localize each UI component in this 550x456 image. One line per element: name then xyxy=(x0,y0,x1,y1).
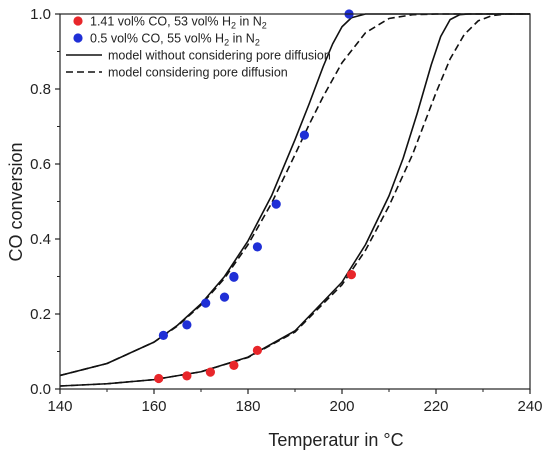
legend-entry-4: model considering pore diffusion xyxy=(66,66,288,80)
x-tick-label: 160 xyxy=(141,398,166,415)
data-point-series1-1 xyxy=(154,373,164,384)
legend: 1.41 vol% CO, 53 vol% H2 in N20.5 vol% C… xyxy=(66,15,331,80)
data-point-series2-1 xyxy=(158,330,168,340)
data-point-series2-7 xyxy=(252,242,262,252)
legend-label: 1.41 vol% CO, 53 vol% H2 in N2 xyxy=(90,15,267,31)
legend-label: model without considering pore diffusion xyxy=(108,49,331,63)
x-tick-label: 180 xyxy=(235,398,260,415)
model-curve-1-solid xyxy=(60,13,530,377)
x-tick-label: 240 xyxy=(517,398,542,415)
data-point-series1-2 xyxy=(182,371,192,381)
legend-marker xyxy=(73,33,83,43)
y-tick-label: 1.0 xyxy=(30,6,51,23)
data-point-series2-4 xyxy=(219,292,230,302)
legend-label: 0.5 vol% CO, 55 vol% H2 in N2 xyxy=(90,32,260,48)
data-point-series2-8 xyxy=(271,199,281,209)
x-axis-title: Temperatur in °C xyxy=(268,430,403,450)
x-tick-label: 200 xyxy=(329,398,354,415)
x-tick-label: 220 xyxy=(423,398,448,415)
legend-entry-3: model without considering pore diffusion xyxy=(66,49,331,63)
y-tick-label: 0.0 xyxy=(30,381,51,398)
measured-points xyxy=(154,9,356,384)
data-point-series1-5 xyxy=(252,345,262,355)
data-point-series2-6 xyxy=(229,271,239,282)
data-point-series2-9 xyxy=(299,130,309,140)
y-tick-label: 0.8 xyxy=(30,81,51,98)
data-point-series1-4 xyxy=(229,360,239,370)
data-point-series2-2 xyxy=(182,320,192,330)
data-point-series2-3 xyxy=(201,298,211,308)
data-point-series1-3 xyxy=(205,367,215,377)
legend-entry-2: 0.5 vol% CO, 55 vol% H2 in N2 xyxy=(73,32,260,48)
y-tick-label: 0.2 xyxy=(30,306,51,323)
legend-marker xyxy=(73,16,83,26)
y-axis-title: CO conversion xyxy=(6,142,26,261)
legend-entry-1: 1.41 vol% CO, 53 vol% H2 in N2 xyxy=(73,15,267,31)
axis-ticks: 140 160 180 200 220 240 0.0 0.2 0.4 0.6 0.8 1.0 xyxy=(30,6,542,415)
legend-label: model considering pore diffusion xyxy=(108,66,288,80)
data-point-series1-6 xyxy=(346,270,356,280)
y-tick-label: 0.4 xyxy=(30,231,51,248)
x-tick-label: 140 xyxy=(47,398,72,415)
y-tick-label: 0.6 xyxy=(30,156,51,173)
